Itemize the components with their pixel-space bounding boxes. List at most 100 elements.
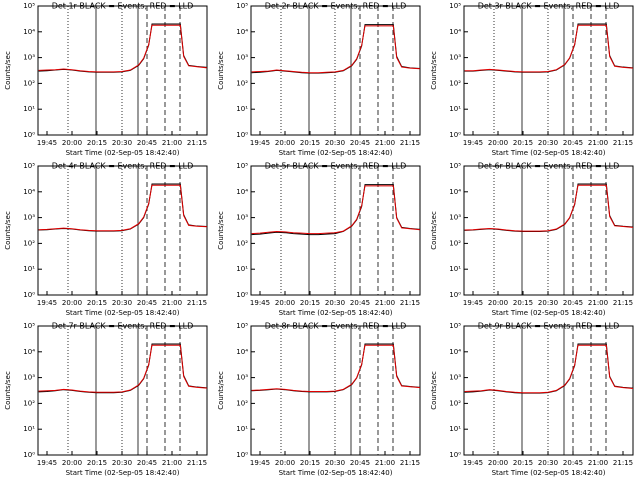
- x-tick-label: 19:45: [37, 299, 57, 307]
- x-tick-label: 20:15: [300, 459, 320, 467]
- x-axis-label: Start Time (02-Sep-05 18:42:40): [492, 309, 606, 317]
- x-tick-label: 20:00: [62, 459, 82, 467]
- x-tick-label: 20:30: [538, 459, 558, 467]
- series-line: [464, 343, 634, 394]
- y-tick-label: 10⁵: [23, 162, 35, 170]
- x-axis-label: Start Time (02-Sep-05 18:42:40): [492, 149, 606, 157]
- x-tick-label: 20:45: [563, 139, 583, 147]
- y-tick-label: 10⁵: [236, 322, 248, 330]
- y-tick-label: 10²: [449, 239, 461, 247]
- y-tick-label: 10⁴: [23, 28, 35, 36]
- y-tick-label: 10¹: [23, 105, 35, 113]
- x-tick-label: 20:45: [563, 459, 583, 467]
- y-tick-label: 10³: [236, 214, 248, 222]
- series-line: [251, 184, 421, 236]
- y-tick-label: 10¹: [449, 265, 461, 273]
- x-axis-label: Start Time (02-Sep-05 18:42:40): [66, 469, 180, 477]
- y-axis-label: Counts/sec: [217, 371, 225, 410]
- x-tick-label: 20:15: [87, 139, 107, 147]
- series-line: [464, 344, 634, 394]
- y-tick-label: 10⁴: [23, 188, 35, 196]
- y-tick-label: 10⁴: [236, 188, 248, 196]
- y-tick-label: 10¹: [449, 105, 461, 113]
- x-axis-label: Start Time (02-Sep-05 18:42:40): [279, 469, 393, 477]
- y-axis-label: Counts/sec: [430, 371, 438, 410]
- series-line: [38, 184, 208, 232]
- x-tick-label: 20:15: [300, 139, 320, 147]
- x-tick-label: 21:00: [588, 459, 608, 467]
- y-tick-label: 10⁴: [236, 348, 248, 356]
- x-tick-label: 20:45: [137, 459, 157, 467]
- y-tick-label: 10⁵: [449, 162, 461, 170]
- x-tick-label: 19:45: [463, 459, 483, 467]
- series-line: [38, 343, 208, 394]
- panel: Det 2r BLACK = Events, RED = LLD Start Ti…: [217, 2, 421, 157]
- plot-frame: [463, 5, 634, 136]
- x-tick-label: 21:00: [162, 459, 182, 467]
- panel: Det 6r BLACK = Events, RED = LLD Start Ti…: [430, 162, 634, 317]
- x-tick-label: 20:00: [275, 459, 295, 467]
- x-tick-label: 20:45: [350, 139, 370, 147]
- chart-title: Det 4r BLACK = Events, RED = LLD: [52, 162, 194, 171]
- y-tick-label: 10⁰: [23, 451, 35, 459]
- x-tick-label: 21:00: [162, 299, 182, 307]
- y-axis-label: Counts/sec: [430, 211, 438, 250]
- plot-frame: [37, 5, 208, 136]
- x-tick-label: 20:30: [112, 139, 132, 147]
- x-tick-label: 20:00: [62, 139, 82, 147]
- y-tick-label: 10⁴: [449, 348, 461, 356]
- y-tick-label: 10⁵: [236, 2, 248, 10]
- series-line: [464, 183, 634, 232]
- panel: Det 1r BLACK = Events, RED = LLD Start Ti…: [4, 2, 208, 157]
- x-tick-label: 20:30: [325, 299, 345, 307]
- x-tick-label: 21:15: [187, 139, 207, 147]
- x-tick-label: 20:00: [488, 139, 508, 147]
- y-tick-label: 10²: [449, 79, 461, 87]
- x-tick-label: 21:15: [400, 459, 420, 467]
- x-tick-label: 20:30: [538, 139, 558, 147]
- x-axis-label: Start Time (02-Sep-05 18:42:40): [279, 309, 393, 317]
- y-tick-label: 10¹: [449, 425, 461, 433]
- y-tick-label: 10³: [23, 214, 35, 222]
- x-tick-label: 20:15: [513, 139, 533, 147]
- plot-frame: [37, 325, 208, 456]
- series-line: [464, 184, 634, 232]
- y-axis-label: Counts/sec: [4, 51, 12, 90]
- y-tick-label: 10⁴: [23, 348, 35, 356]
- y-tick-label: 10⁴: [236, 28, 248, 36]
- y-tick-label: 10¹: [23, 265, 35, 273]
- y-tick-label: 10⁵: [23, 322, 35, 330]
- x-axis-label: Start Time (02-Sep-05 18:42:40): [492, 469, 606, 477]
- y-tick-label: 10²: [236, 79, 248, 87]
- x-tick-label: 20:30: [112, 299, 132, 307]
- chart-title: Det 9r BLACK = Events, RED = LLD: [478, 322, 620, 331]
- series-line: [251, 343, 421, 393]
- x-tick-label: 21:00: [375, 139, 395, 147]
- x-tick-label: 19:45: [250, 299, 270, 307]
- x-tick-label: 20:00: [488, 299, 508, 307]
- x-tick-label: 21:15: [400, 299, 420, 307]
- series-line: [38, 24, 208, 73]
- x-tick-label: 20:00: [275, 139, 295, 147]
- series-line: [464, 23, 634, 73]
- chart-title: Det 6r BLACK = Events, RED = LLD: [478, 162, 620, 171]
- x-tick-label: 19:45: [463, 139, 483, 147]
- x-tick-label: 21:00: [375, 459, 395, 467]
- x-tick-label: 21:15: [613, 459, 633, 467]
- y-tick-label: 10⁰: [236, 131, 248, 139]
- x-tick-label: 20:45: [350, 299, 370, 307]
- y-tick-label: 10²: [23, 239, 35, 247]
- x-tick-label: 20:30: [325, 459, 345, 467]
- x-axis-label: Start Time (02-Sep-05 18:42:40): [279, 149, 393, 157]
- chart-title: Det 8r BLACK = Events, RED = LLD: [265, 322, 407, 331]
- x-tick-label: 19:45: [37, 139, 57, 147]
- x-tick-label: 20:45: [350, 459, 370, 467]
- y-axis-label: Counts/sec: [430, 51, 438, 90]
- x-tick-label: 20:00: [275, 299, 295, 307]
- y-axis-label: Counts/sec: [217, 51, 225, 90]
- y-tick-label: 10⁵: [449, 2, 461, 10]
- x-tick-label: 21:15: [400, 139, 420, 147]
- series-line: [251, 24, 421, 74]
